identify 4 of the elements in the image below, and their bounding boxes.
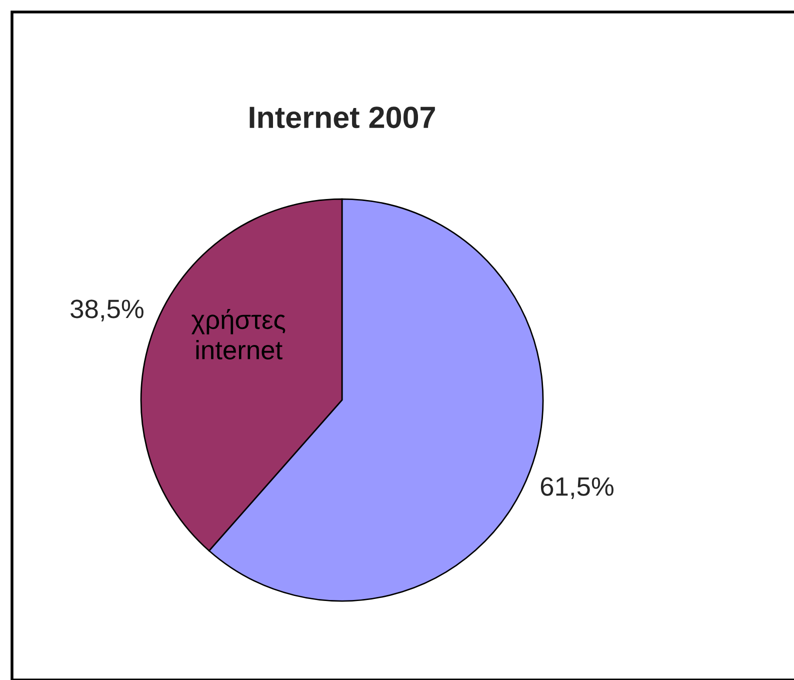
slice-label: χρήστες internet <box>192 308 286 360</box>
chart-title: Internet 2007 <box>250 106 435 128</box>
data-label: 61,5% <box>540 477 614 500</box>
data-label: 38,5% <box>70 300 144 322</box>
